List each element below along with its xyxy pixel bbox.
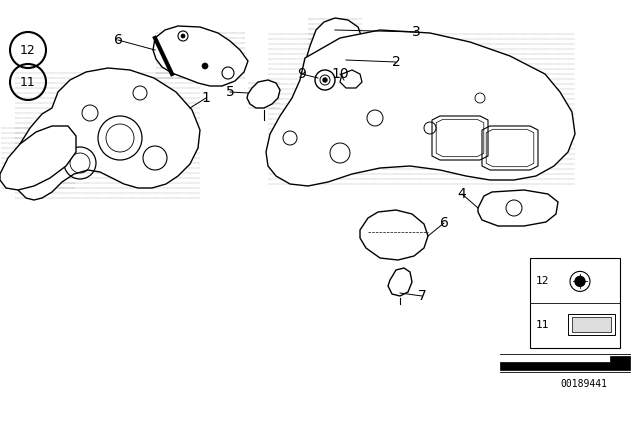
Text: 9: 9 [298,67,307,81]
Text: 2: 2 [392,55,401,69]
Circle shape [181,34,185,38]
Polygon shape [0,126,76,190]
Circle shape [575,276,585,286]
Polygon shape [530,258,620,348]
Text: 10: 10 [331,67,349,81]
Text: 3: 3 [412,25,420,39]
Text: 5: 5 [226,85,234,99]
Polygon shape [388,268,412,296]
Polygon shape [266,30,575,186]
Circle shape [323,78,327,82]
Text: 12: 12 [20,43,36,56]
Polygon shape [360,210,428,260]
Text: 11: 11 [20,76,36,89]
Text: 6: 6 [113,33,122,47]
Polygon shape [247,80,280,108]
Polygon shape [307,18,362,76]
Circle shape [202,63,208,69]
Text: 1: 1 [202,91,211,105]
Text: 00189441: 00189441 [560,379,607,389]
Polygon shape [568,314,615,336]
Text: 4: 4 [458,187,467,201]
Text: 7: 7 [418,289,426,303]
Text: 12: 12 [536,276,550,286]
Polygon shape [14,68,200,200]
Polygon shape [478,190,558,226]
Polygon shape [340,70,362,88]
Text: 11: 11 [536,319,550,330]
Polygon shape [572,317,611,332]
Polygon shape [153,26,248,86]
Polygon shape [500,356,630,370]
Text: 6: 6 [440,216,449,230]
